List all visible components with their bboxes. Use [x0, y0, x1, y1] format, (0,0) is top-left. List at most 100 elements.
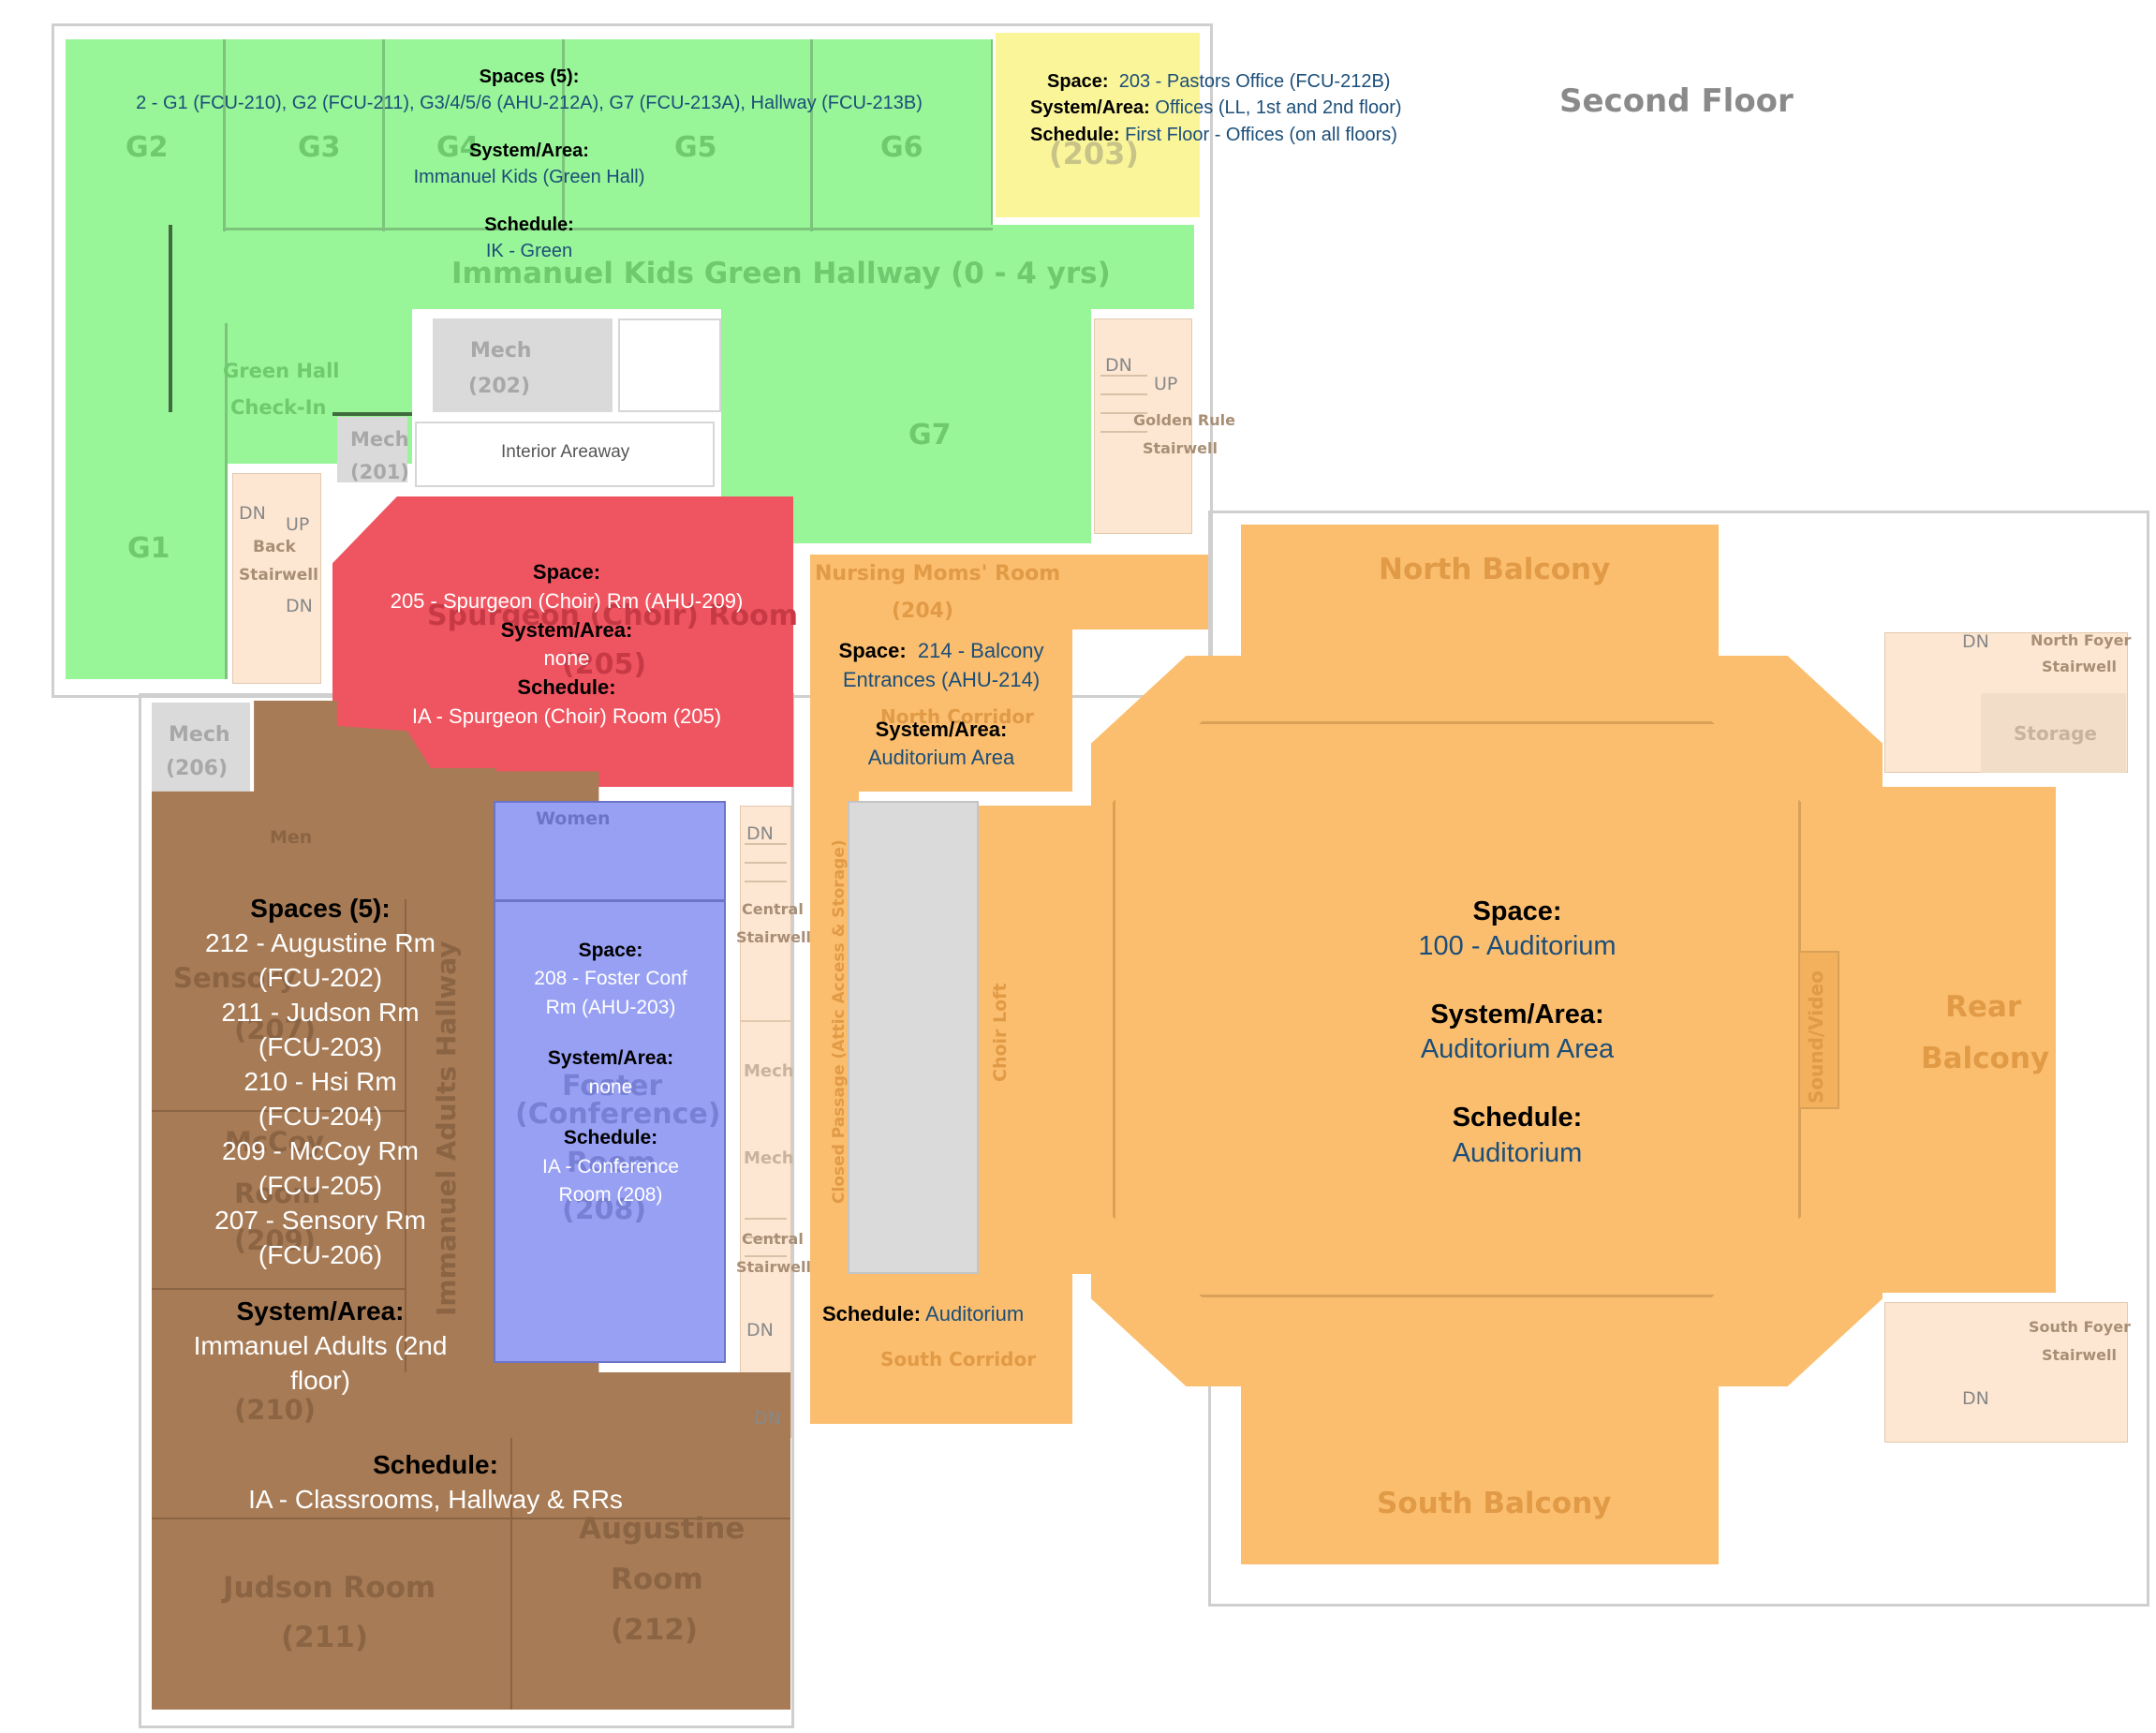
info-green-schedule-value: IK - Green: [485, 240, 573, 261]
sound-video-booth: [1798, 951, 1839, 1109]
room-label-back-stairwell-up: UP: [286, 514, 310, 535]
room-label-north-corridor: North Corridor: [880, 705, 1035, 728]
info-red-system-label: System/Area:: [500, 617, 633, 642]
room-label-back-stairwell-1: Back: [253, 538, 296, 556]
wall-brown-rooms-3: [152, 1518, 790, 1519]
info-red: Space: 205 - Spurgeon (Choir) Rm (AHU-20…: [337, 558, 796, 732]
info-balcony-schedule-label: Schedule:: [822, 1302, 922, 1326]
room-label-central-stairwell-dn: DN: [746, 823, 774, 844]
info-yellow-space-label: Space:: [1047, 71, 1109, 92]
orange-south-balcony: [1241, 1368, 1719, 1564]
room-label-men: Men: [270, 827, 313, 848]
info-auditorium: Space: 100 - Auditorium System/Area: Aud…: [1330, 895, 1705, 1171]
wall-brown-hall: [405, 899, 406, 1372]
room-label-nursing-1: Nursing Moms' Room: [815, 562, 1061, 585]
room-label-g1: G1: [127, 532, 170, 565]
info-balcony-schedule: Schedule: Auditorium: [822, 1299, 1024, 1328]
info-brown-schedule-label: Schedule:: [373, 1450, 498, 1479]
room-label-mech202-2: (202): [468, 375, 531, 398]
room-label-spurgeon-bg-1: Spurgeon (Choir) Room: [427, 600, 798, 632]
room-label-central-stairwell-3: Central: [742, 1230, 804, 1248]
info-blue: Space: 208 - Foster Conf Rm (AHU-203) Sy…: [498, 937, 723, 1210]
room-label-north-foyer-2: Stairwell: [2042, 658, 2117, 675]
room-label-green-hallway: Immanuel Kids Green Hallway (0 - 4 yrs): [451, 257, 1111, 290]
room-label-south-corridor: South Corridor: [880, 1348, 1037, 1370]
info-balcony-space-value-2: Entrances (AHU-214): [842, 667, 1041, 691]
room-label-sensory-2: (207): [234, 1014, 317, 1045]
orange-rear-balcony: [1836, 787, 2056, 1293]
room-label-rear-balcony-2: Balcony: [1921, 1042, 2050, 1075]
room-label-north-balcony: North Balcony: [1379, 553, 1611, 586]
room-label-foster-bg-2: (Conference): [515, 1098, 721, 1131]
info-green-spaces-label: Spaces (5):: [479, 67, 580, 87]
room-label-g7: G7: [908, 419, 952, 452]
info-brown-space-7: 209 - McCoy Rm: [221, 1135, 420, 1165]
room-label-g4: G4: [436, 131, 480, 164]
room-label-north-foyer-1: North Foyer: [2030, 631, 2132, 649]
room-label-mccoy-1: McCoy: [225, 1126, 325, 1158]
info-yellow-space-value: 203 - Pastors Office (FCU-212B): [1118, 71, 1391, 92]
info-blue-schedule-label: Schedule:: [563, 1127, 658, 1149]
info-red-space-label: Space:: [532, 560, 601, 584]
room-label-mech201-1: Mech: [350, 428, 409, 451]
room-label-foster-bg-4: (208): [562, 1193, 647, 1226]
south-foyer-stairwell: [1884, 1302, 2128, 1443]
room-label-central-stairwell-1: Central: [742, 900, 804, 918]
info-green-spaces-value: 2 - G1 (FCU-210), G2 (FCU-211), G3/4/5/6…: [136, 93, 923, 114]
blue-zone: [494, 801, 726, 1363]
room-label-g5: G5: [674, 131, 717, 164]
orange-nursing-corridor: [810, 555, 1208, 630]
info-brown-spaces-label: Spaces (5):: [250, 894, 391, 923]
room-label-south-foyer-1: South Foyer: [2029, 1318, 2131, 1336]
wall-dark-2: [332, 412, 412, 416]
info-green-system-value: Immanuel Kids (Green Hall): [413, 167, 645, 188]
wall-g2-g3: [223, 39, 226, 231]
room-label-women: Women: [536, 808, 611, 829]
room-label-south-foyer-2: Stairwell: [2042, 1346, 2117, 1364]
info-yellow-schedule-value: First Floor - Offices (on all floors): [1125, 124, 1397, 145]
room-label-foster-bg-3: Room: [567, 1147, 657, 1179]
wall-g4-g5: [562, 39, 565, 231]
room-label-nursing-2: (204): [892, 600, 954, 623]
room-label-mech201-2: (201): [350, 461, 410, 483]
green-zone-g1-lower: [66, 459, 225, 679]
brown-zone-hallway: [412, 768, 496, 1443]
info-yellow-system-value: Offices (LL, 1st and 2nd floor): [1155, 97, 1402, 119]
room-label-mech-b: Mech: [744, 1148, 794, 1168]
room-label-interior-areaway: Interior Areaway: [501, 442, 630, 462]
room-label-foster-bg-1: Foster: [562, 1070, 663, 1103]
mech-206-room: [152, 703, 250, 796]
wall-g3-g4: [382, 39, 385, 231]
info-yellow-schedule-label: Schedule:: [1030, 124, 1120, 145]
info-brown-space-4: (FCU-203): [258, 1031, 383, 1061]
info-auditorium-system-value: Auditorium Area: [1420, 1034, 1615, 1065]
info-auditorium-space-label: Space:: [1472, 896, 1562, 926]
green-zone-rooms: [66, 39, 993, 231]
room-label-back-stairwell-dn: DN: [239, 503, 266, 524]
room-label-augustine-3: (212): [611, 1613, 699, 1647]
info-green-schedule-label: Schedule:: [484, 214, 574, 235]
info-red-schedule-label: Schedule:: [517, 675, 616, 700]
room-label-mech206-1: Mech: [169, 723, 230, 747]
room-label-central-stairwell-4: Stairwell: [736, 1258, 811, 1276]
wall-brown-rooms-4: [510, 1438, 512, 1710]
room-label-closed-passage: Closed Passage (Attic Access & Storage): [830, 839, 849, 1204]
mech-202-room: [433, 318, 613, 412]
info-blue-space-value-2: Rm (AHU-203): [545, 996, 676, 1018]
info-red-space-value: 205 - Spurgeon (Choir) Rm (AHU-209): [390, 588, 744, 613]
orange-choir-loft: [979, 806, 1091, 1274]
room-label-sensory-1: Sensory: [173, 962, 297, 994]
wall-g-rooms-bottom: [225, 228, 993, 230]
storage-room: [1981, 693, 2126, 773]
info-red-system-value: none: [543, 646, 590, 671]
room-label-rear-balcony-1: Rear: [1945, 990, 2022, 1024]
info-balcony-system-value: Auditorium Area: [867, 746, 1015, 770]
info-brown-schedule: Schedule: IA - Classrooms, Hallway & RRs: [225, 1448, 646, 1518]
room-label-golden-rule-up: UP: [1154, 374, 1178, 394]
room-label-central-stairwell-dn2: DN: [746, 1320, 774, 1340]
room-label-judson-1: Judson Room: [223, 1571, 436, 1605]
info-green-system-label: System/Area:: [469, 140, 589, 161]
wall-dark-1: [169, 225, 172, 412]
room-label-g2: G2: [126, 131, 169, 164]
central-stairwell-upper: [740, 806, 791, 1021]
